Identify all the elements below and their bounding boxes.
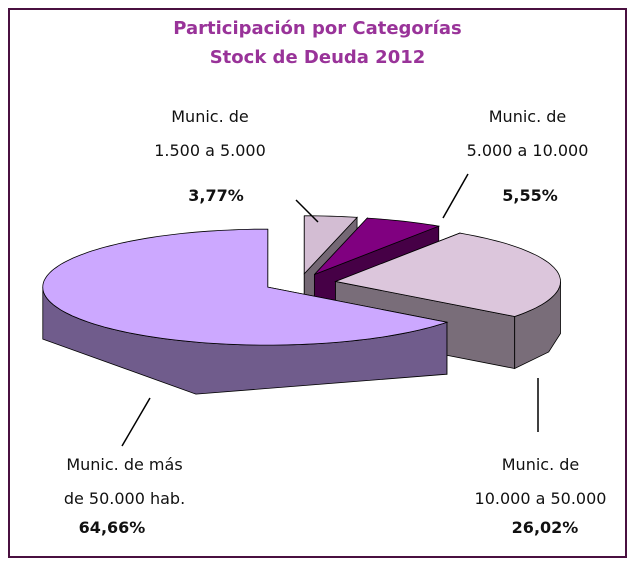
value-label: 5,55% [502, 186, 558, 205]
category-label: Munic. de 10.000 a 50.000 [474, 455, 607, 508]
category-label: Munic. de 5.000 a 10.000 [466, 107, 589, 160]
slice [314, 217, 441, 275]
leader-line [121, 397, 151, 447]
chart-subtitle: Stock de Deuda 2012 [209, 47, 426, 68]
value-label: 26,02% [511, 518, 579, 537]
slice [334, 232, 561, 317]
category-label: Munic. de más de 50.000 hab. [63, 455, 186, 508]
value-label: 3,77% [188, 186, 244, 205]
chart-title: Participación por Categorías [173, 18, 462, 39]
leader-line [442, 173, 469, 219]
leader-line [295, 199, 319, 223]
slice [42, 228, 449, 346]
frame [8, 8, 627, 558]
value-label: 64,66% [78, 518, 146, 537]
slice [303, 215, 358, 275]
pie [42, 215, 561, 395]
category-label: Munic. de 1.500 a 5.000 [154, 107, 266, 160]
leader-lines [121, 173, 539, 447]
